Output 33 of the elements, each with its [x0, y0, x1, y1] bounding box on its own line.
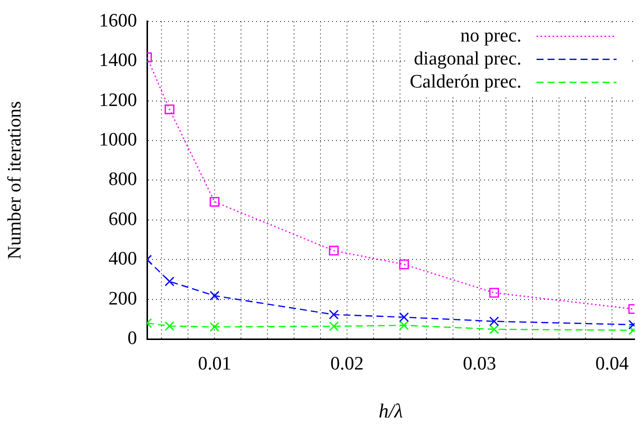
x-tick-label: 0.04	[595, 353, 630, 374]
point	[164, 104, 174, 114]
point	[210, 196, 220, 207]
point	[328, 246, 339, 256]
x-axis-title: h/λ	[378, 400, 404, 422]
y-tick-label: 800	[108, 169, 137, 190]
point	[399, 320, 409, 330]
legend-label: no prec.	[460, 25, 522, 46]
y-tick-label: 400	[108, 248, 137, 270]
y-tick-label: 1600	[99, 10, 137, 32]
point	[210, 290, 220, 301]
point	[399, 312, 409, 322]
y-tick-label: 1400	[99, 50, 137, 72]
point	[328, 310, 339, 320]
point	[328, 321, 339, 332]
x-tick-label: 0.02	[330, 353, 364, 374]
y-tick-label: 0	[128, 328, 137, 349]
legend-label: diagonal prec.	[414, 48, 522, 70]
point	[489, 324, 500, 334]
x-tick-label: 0.03	[462, 353, 496, 374]
point	[399, 259, 409, 270]
y-tick-label: 1000	[99, 129, 137, 150]
point	[164, 321, 174, 331]
point	[489, 288, 500, 298]
y-tick-label: 600	[108, 208, 137, 230]
y-tick-label: 200	[108, 288, 137, 310]
y-axis-title: Number of iterations	[4, 101, 26, 260]
point	[489, 316, 500, 326]
point	[210, 322, 220, 332]
legend-label: Calderón prec.	[410, 71, 522, 92]
y-tick-label: 1200	[99, 90, 137, 111]
x-tick-label: 0.01	[198, 353, 232, 374]
point	[164, 276, 174, 286]
